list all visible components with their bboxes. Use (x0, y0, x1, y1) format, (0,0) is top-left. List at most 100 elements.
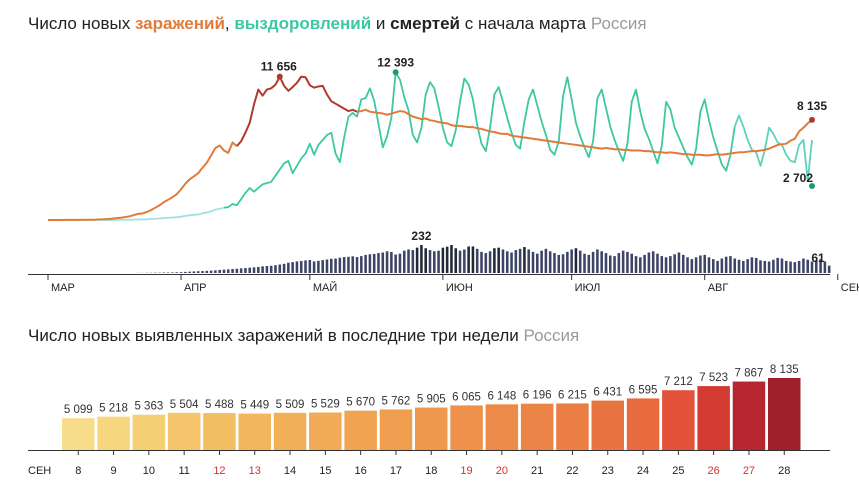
bar-value-label: 5 099 (64, 404, 93, 416)
day-label: 26 (708, 465, 720, 477)
death-bar (433, 251, 436, 273)
death-bar (415, 247, 419, 273)
death-bar (364, 254, 367, 273)
death-bar (712, 259, 715, 273)
day-bar (520, 403, 554, 450)
bar-value-label: 6 196 (523, 390, 552, 402)
month-label: ИЮН (446, 282, 473, 294)
death-bar (566, 251, 569, 273)
death-bar (214, 270, 217, 273)
peak-infections-label: 11 656 (261, 60, 297, 74)
day-bar (626, 398, 660, 450)
death-bar (742, 260, 745, 273)
death-bar (467, 246, 470, 273)
death-bar (312, 261, 316, 273)
death-bar (639, 257, 642, 273)
death-bar (338, 257, 342, 273)
death-bar (192, 271, 196, 273)
death-bar (647, 252, 651, 273)
death-bar (763, 260, 767, 273)
death-bar (205, 270, 209, 273)
death-bar (179, 272, 183, 273)
recoveries-line (223, 71, 736, 209)
death-bar (540, 250, 543, 273)
death-bar (681, 254, 685, 273)
bar-value-label: 5 449 (240, 400, 269, 412)
death-bar (604, 253, 608, 273)
death-bar (699, 255, 702, 273)
death-bar (531, 251, 535, 273)
death-bar (819, 259, 822, 273)
death-bar (523, 247, 526, 273)
death-bar (578, 250, 582, 273)
death-bar (411, 250, 415, 273)
bar-title-region: Россия (523, 326, 580, 345)
death-bar (767, 261, 771, 273)
day-label: 12 (213, 465, 225, 477)
death-bar (789, 261, 792, 273)
day-bar (415, 407, 448, 450)
death-bar (321, 260, 324, 273)
bar-value-label: 5 218 (99, 403, 128, 415)
death-bar (269, 265, 273, 273)
death-bar (304, 260, 307, 273)
month-label: МАЙ (313, 281, 337, 294)
death-bar (656, 253, 659, 273)
bar-value-label: 6 215 (558, 389, 587, 401)
death-bar (454, 248, 458, 273)
month-label: МАР (51, 282, 75, 294)
death-bar (398, 253, 402, 273)
month-label: ИЮЛ (575, 282, 601, 294)
bar-value-label: 6 148 (487, 390, 516, 402)
death-bar (759, 260, 762, 273)
death-bar (201, 271, 204, 273)
death-bar (171, 272, 174, 273)
death-bar (514, 250, 518, 273)
death-bar (235, 268, 239, 273)
day-label: 15 (319, 465, 331, 477)
bar-value-label: 5 670 (346, 397, 375, 409)
peak-recoveries-dot (392, 69, 399, 76)
day-bar (732, 381, 766, 450)
death-bar (394, 254, 397, 273)
title-infections: заражений (134, 14, 225, 33)
bar-value-label: 5 529 (311, 399, 340, 411)
day-bar (450, 405, 483, 450)
title-sep1: , (224, 14, 235, 33)
bar-value-label: 7 867 (735, 368, 764, 380)
month-label: АВГ (708, 282, 729, 294)
day-label: 17 (390, 465, 402, 477)
death-bar (737, 259, 741, 273)
death-bar (475, 248, 479, 273)
death-bar (248, 267, 252, 273)
day-label: 18 (425, 465, 437, 477)
death-bar (175, 272, 179, 273)
day-label: 22 (566, 465, 578, 477)
death-bar (463, 249, 466, 273)
death-bar (626, 251, 629, 273)
death-bar (407, 249, 410, 273)
death-bar (810, 261, 814, 273)
bar-value-label: 5 488 (205, 399, 234, 411)
bar-value-label: 5 509 (276, 399, 305, 411)
death-bar (488, 251, 492, 273)
day-bar (556, 403, 589, 450)
death-bar (188, 271, 191, 273)
bar-value-label: 5 504 (170, 399, 199, 411)
death-bar (802, 258, 805, 273)
death-bar (716, 260, 719, 273)
death-bar (445, 246, 449, 273)
death-bar (780, 258, 784, 273)
day-bar (309, 412, 342, 450)
day-label: 28 (778, 465, 790, 477)
death-bar (480, 251, 483, 273)
death-bar (724, 256, 728, 273)
death-bar (703, 254, 706, 273)
day-label: 27 (743, 465, 755, 477)
death-bar (690, 259, 694, 273)
day-bar (662, 390, 695, 450)
death-bar (317, 260, 320, 273)
death-bar (441, 247, 445, 273)
day-bar (167, 412, 201, 450)
death-bar (617, 253, 621, 273)
